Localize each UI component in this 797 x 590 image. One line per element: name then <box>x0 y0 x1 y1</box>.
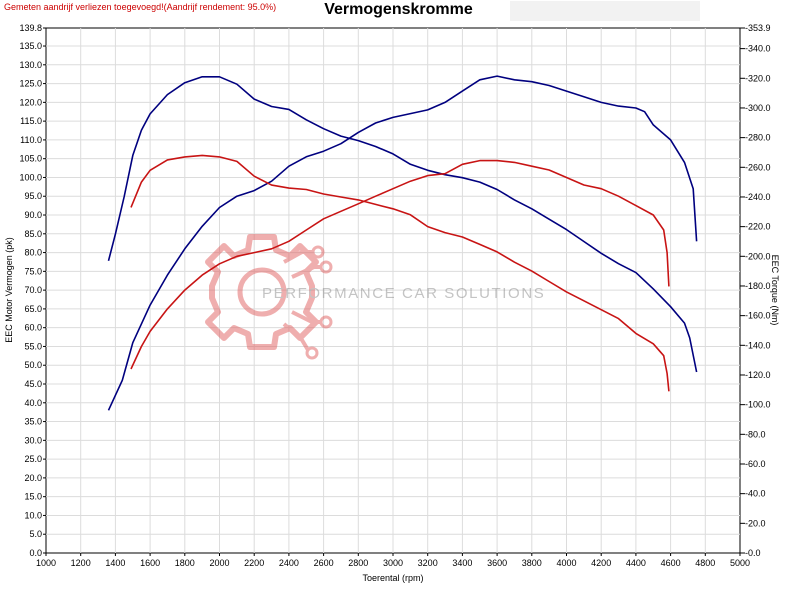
x-tick-label: 4600 <box>661 558 681 568</box>
right-tick-label: -320.0 <box>745 73 771 83</box>
x-tick-label: 2800 <box>348 558 368 568</box>
x-tick-label: 3200 <box>418 558 438 568</box>
chart-title: Vermogenskromme <box>324 1 473 18</box>
right-tick-labels: -0.0 -20.0 -40.0 -60.0 -80.0 -100.0 -120.0 -140… <box>740 23 771 558</box>
title-background <box>510 1 700 21</box>
left-tick-label: 115.0 <box>20 116 42 126</box>
left-tick-label: 105.0 <box>19 154 42 164</box>
x-tick-label: 1600 <box>140 558 160 568</box>
right-tick-label: -353.9 <box>745 23 771 33</box>
left-tick-label: 25.0 <box>24 454 42 464</box>
x-tick-label: 2000 <box>209 558 229 568</box>
right-tick-label: -120.0 <box>745 370 771 380</box>
x-tick-label: 3000 <box>383 558 403 568</box>
x-tick-label: 3800 <box>522 558 542 568</box>
x-tick-label: 3400 <box>452 558 472 568</box>
left-tick-label: 75.0 <box>24 266 42 276</box>
left-tick-label: 20.0 <box>24 473 42 483</box>
left-tick-label: 50.0 <box>24 360 42 370</box>
left-tick-label: 90.0 <box>24 210 42 220</box>
x-tick-label: 4400 <box>626 558 646 568</box>
left-tick-label: 80.0 <box>24 248 42 258</box>
watermark-text: PERFORMANCE CAR SOLUTIONS <box>262 285 545 302</box>
right-tick-label: -280.0 <box>745 133 771 143</box>
x-tick-label: 2400 <box>279 558 299 568</box>
left-tick-label: 35.0 <box>24 417 42 427</box>
left-tick-label: 45.0 <box>24 379 42 389</box>
x-tick-label: 1800 <box>175 558 195 568</box>
left-tick-label: 125.0 <box>19 79 42 89</box>
x-tick-label: 2200 <box>244 558 264 568</box>
x-tick-label: 2600 <box>314 558 334 568</box>
left-tick-label: 30.0 <box>24 435 42 445</box>
right-tick-label: -100.0 <box>745 400 771 410</box>
right-tick-label: -0.0 <box>745 548 761 558</box>
drive-loss-note: Gemeten aandrijf verliezen toegevoegd!(A… <box>4 2 277 12</box>
right-tick-label: -80.0 <box>745 429 766 439</box>
left-tick-label: 100.0 <box>19 172 42 182</box>
left-tick-label: 0.0 <box>29 548 42 558</box>
left-tick-label: 15.0 <box>24 492 42 502</box>
left-tick-label: 5.0 <box>29 529 42 539</box>
right-tick-label: -180.0 <box>745 281 771 291</box>
gear-logo-icon <box>205 234 333 360</box>
right-axis-label: EEC Torque (Nm) <box>770 255 780 326</box>
blue-torque-curve <box>107 76 698 373</box>
x-tick-label: 1200 <box>71 558 91 568</box>
x-tick-label: 4000 <box>556 558 576 568</box>
right-tick-label: -60.0 <box>745 459 766 469</box>
left-tick-label: 135.0 <box>19 41 42 51</box>
grid <box>46 28 740 553</box>
x-tick-label: 5000 <box>730 558 750 568</box>
right-tick-label: -300.0 <box>745 103 771 113</box>
right-tick-label: -140.0 <box>745 340 771 350</box>
blue-power-curve <box>107 75 698 411</box>
x-axis-label: Toerental (rpm) <box>362 573 423 583</box>
left-tick-label: 130.0 <box>19 60 42 70</box>
x-tick-label: 3600 <box>487 558 507 568</box>
right-tick-label: -340.0 <box>745 44 771 54</box>
left-tick-label: 85.0 <box>24 229 42 239</box>
left-tick-label: 70.0 <box>24 285 42 295</box>
right-tick-label: -200.0 <box>745 251 771 261</box>
right-tick-label: -240.0 <box>745 192 771 202</box>
x-tick-label: 1000 <box>36 558 56 568</box>
left-tick-label: 60.0 <box>24 323 42 333</box>
left-tick-label: 55.0 <box>24 341 42 351</box>
left-tick-label: 139.8 <box>19 23 42 33</box>
watermark: PERFORMANCE CAR SOLUTIONS <box>205 234 545 360</box>
right-tick-label: -20.0 <box>745 518 766 528</box>
left-tick-label: 120.0 <box>19 97 42 107</box>
x-tick-label: 4800 <box>695 558 715 568</box>
x-tick-label: 1400 <box>105 558 125 568</box>
red-power-curve <box>130 159 670 370</box>
left-tick-label: 110.0 <box>20 135 42 145</box>
right-tick-label: -160.0 <box>745 311 771 321</box>
right-tick-label: -260.0 <box>745 162 771 172</box>
left-tick-label: 40.0 <box>24 398 42 408</box>
right-tick-label: -220.0 <box>745 222 771 232</box>
x-tick-labels: 1000 1200 1400 1600 1800 2000 2200 2400 2600 2800… <box>36 553 750 568</box>
series-lines <box>107 75 698 411</box>
red-torque-curve <box>130 154 670 392</box>
left-tick-label: 10.0 <box>24 510 42 520</box>
x-tick-label: 4200 <box>591 558 611 568</box>
left-tick-label: 65.0 <box>24 304 42 314</box>
right-tick-label: -40.0 <box>745 489 766 499</box>
left-axis-label: EEC Motor Vermogen (pk) <box>4 237 14 343</box>
left-tick-labels: 0.0 5.0 10.0 15.0 20.0 25.0 30.0 35.0 40.0 45.0 50… <box>19 23 46 558</box>
left-tick-label: 95.0 <box>24 191 42 201</box>
